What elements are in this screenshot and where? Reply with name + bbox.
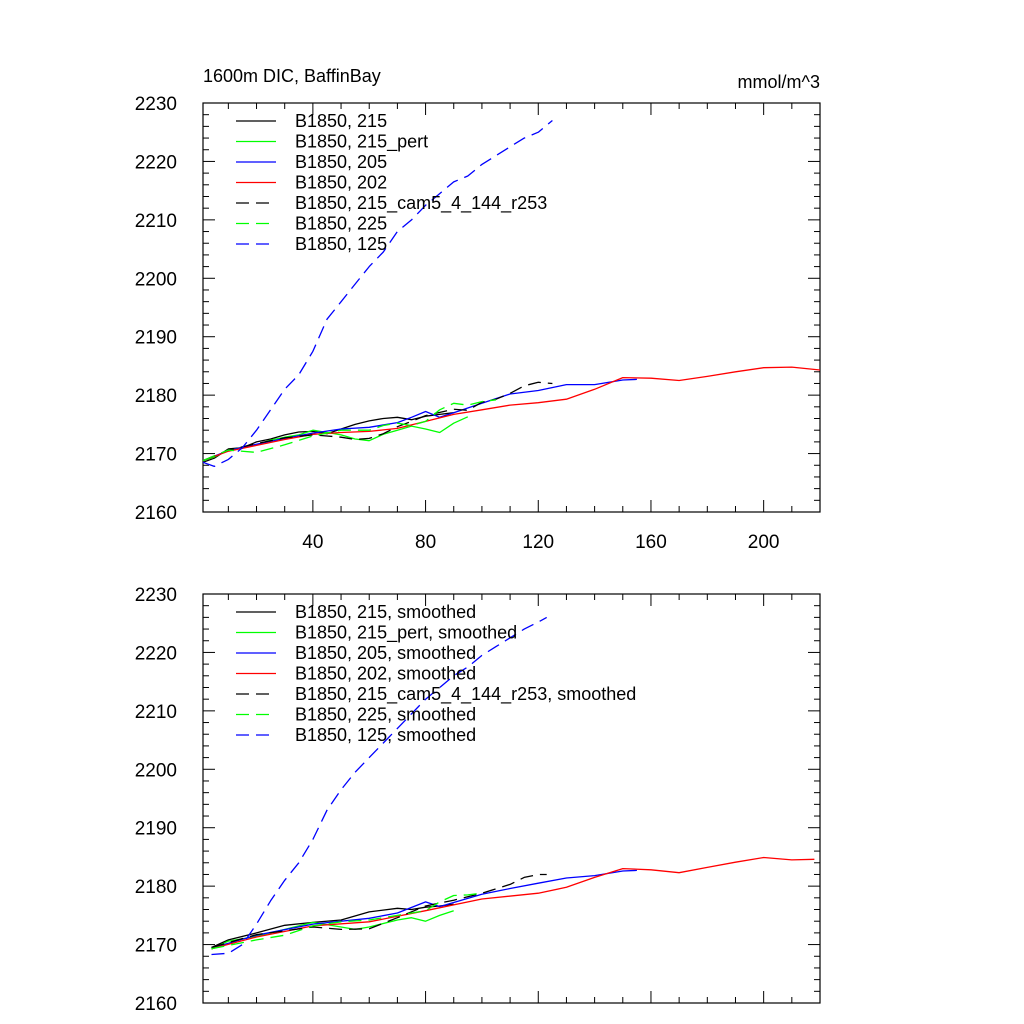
plot-frame <box>202 102 821 513</box>
series-line <box>202 399 497 462</box>
series-line <box>202 381 553 462</box>
x-tick-label: 80 <box>415 532 436 553</box>
x-tick-label: 200 <box>748 532 780 553</box>
legend-label: B1850, 215_cam5_4_144_r253, smoothed <box>295 684 636 705</box>
y-tick-label: 2230 <box>135 585 177 606</box>
x-tick-label: 160 <box>635 532 667 553</box>
legend-label: B1850, 125, smoothed <box>295 725 476 745</box>
y-tick-label: 2210 <box>135 702 177 723</box>
legend-label: B1850, 225, smoothed <box>295 705 476 725</box>
legend-label: B1850, 205 <box>295 152 387 172</box>
series-line <box>202 416 469 462</box>
series-line <box>202 366 821 462</box>
x-tick-label: 120 <box>522 532 554 553</box>
legend-label: B1850, 205, smoothed <box>295 643 476 663</box>
y-tick-label: 2190 <box>135 819 177 840</box>
y-tick-label: 2210 <box>135 211 177 232</box>
legend-label: B1850, 215_cam5_4_144_r253 <box>295 193 547 214</box>
legend-label: B1850, 215_pert <box>295 132 428 153</box>
series-line <box>202 119 553 468</box>
y-tick-label: 2180 <box>135 386 177 407</box>
top-panel: 2160 2170 2180 2190 2200 2210 2220 2230 40 80 120 1… <box>135 94 821 553</box>
y-tick-label: 2180 <box>135 877 177 898</box>
series-line <box>211 869 637 949</box>
y-tick-label: 2230 <box>135 94 177 115</box>
legend-label: B1850, 202, smoothed <box>295 664 476 684</box>
y-tick-label: 2160 <box>135 503 177 524</box>
legend-label: B1850, 215, smoothed <box>295 602 476 622</box>
series-line <box>211 903 454 949</box>
legend-label: B1850, 202 <box>295 173 387 193</box>
units-label: mmol/m^3 <box>738 72 820 92</box>
x-tick-label: 40 <box>302 532 323 553</box>
chart-title: 1600m DIC, BaffinBay <box>203 66 381 86</box>
y-tick-label: 2190 <box>135 328 177 349</box>
y-tick-label: 2170 <box>135 936 177 957</box>
plot-frame <box>202 593 821 1004</box>
y-tick-label: 2220 <box>135 152 177 173</box>
series-line <box>202 378 637 462</box>
legend-label: B1850, 215_pert, smoothed <box>295 623 517 644</box>
series-line <box>211 892 482 950</box>
y-tick-label: 2220 <box>135 643 177 664</box>
y-tick-label: 2200 <box>135 760 177 781</box>
y-tick-label: 2170 <box>135 445 177 466</box>
legend-label: B1850, 215 <box>295 111 387 131</box>
y-tick-label: 2160 <box>135 994 177 1015</box>
y-tick-label: 2200 <box>135 269 177 290</box>
series-line <box>211 616 548 956</box>
series-line <box>211 856 815 950</box>
series-line <box>211 910 454 950</box>
bottom-panel: 2160 2170 2180 2190 2200 2210 2220 2230 B1850, 2… <box>135 585 821 1015</box>
series-line <box>211 873 547 949</box>
legend-label: B1850, 225 <box>295 214 387 234</box>
legend-label: B1850, 125 <box>295 234 387 254</box>
